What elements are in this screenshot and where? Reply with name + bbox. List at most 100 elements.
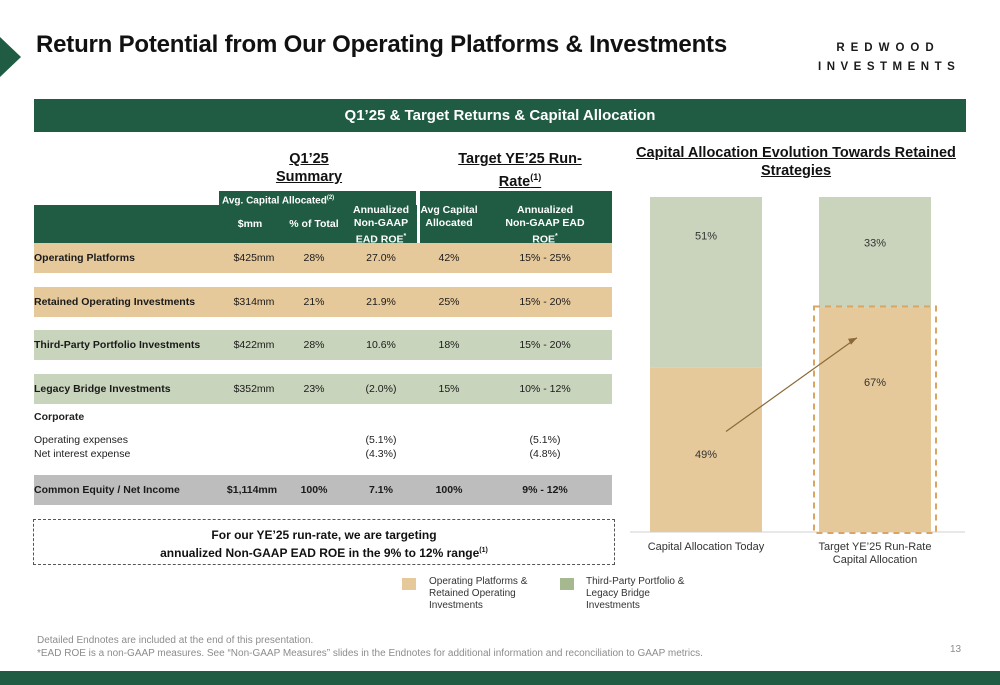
col-target-roe-text: Annualized Non-GAAP EAD ROE	[505, 204, 585, 246]
legend-label-thirdparty: Third-Party Portfolio & Legacy Bridge In…	[586, 576, 684, 612]
allocation-chart-svg: 49% 67% 51% 33% Capital Allocation Today Targ…	[630, 197, 965, 566]
legend-swatch-thirdparty	[560, 578, 574, 590]
value-label: 49%	[695, 449, 717, 461]
table-row: Legacy Bridge Investments $352mm 23% (2.…	[34, 374, 612, 404]
row-roe: 27.0%	[366, 252, 396, 264]
row-name: Common Equity / Net Income	[34, 484, 180, 496]
interest-roe: (4.3%)	[365, 448, 397, 460]
row-mm: $314mm	[233, 296, 275, 308]
table-row: Operating Platforms $425mm 28% 27.0% 42%…	[34, 243, 612, 273]
note-line2-wrap: annualized Non-GAAP EAD ROE in the 9% to…	[34, 543, 614, 561]
page-title: Return Potential from Our Operating Plat…	[36, 31, 727, 58]
footnote-endnotes: Detailed Endnotes are included at the en…	[37, 635, 314, 646]
row-avg: 25%	[438, 296, 460, 308]
note-sup: (1)	[479, 547, 488, 554]
legend-op-l2: Retained Operating	[429, 588, 516, 599]
row-target: 15% - 20%	[519, 339, 571, 351]
section-banner: Q1’25 & Target Returns & Capital Allocat…	[34, 99, 966, 132]
row-target: 15% - 20%	[519, 296, 571, 308]
allocation-chart: 49% 67% 51% 33% Capital Allocation Today Targ…	[620, 185, 980, 585]
col-target-asterisk: *	[555, 233, 558, 240]
chevron-marker-icon	[0, 37, 21, 77]
col-asterisk: *	[403, 233, 407, 240]
row-mm: $422mm	[233, 339, 275, 351]
col-annualized-roe: Annualized Non-GAAP EAD ROE*	[346, 204, 416, 247]
table-row: Retained Operating Investments $314mm 21…	[34, 287, 612, 317]
row-roe: (2.0%)	[365, 383, 397, 395]
row-name: Retained Operating Investments	[34, 296, 196, 308]
row-mm: $1,114mm	[226, 484, 278, 496]
legend-label-operating: Operating Platforms & Retained Operating…	[429, 576, 527, 612]
row-pct: 28%	[303, 252, 325, 264]
corporate-label: Corporate	[34, 411, 85, 423]
bar-operating	[650, 367, 762, 532]
target-highlight-box	[813, 305, 937, 534]
row-mm: $425mm	[233, 252, 275, 264]
col-annualized-roe-text: Annualized Non-GAAP EAD ROE	[352, 204, 409, 246]
row-name: Operating Platforms	[34, 252, 135, 264]
row-avg: 42%	[438, 252, 460, 264]
row-roe: 7.1%	[369, 484, 393, 496]
target-note: For our YE’25 run-rate, we are targeting…	[33, 519, 615, 565]
opex-label: Operating expenses	[34, 434, 128, 446]
bar-thirdparty	[650, 197, 762, 368]
interest-target: (4.8%)	[529, 448, 561, 460]
bar-operating	[819, 307, 931, 532]
note-line2: annualized Non-GAAP EAD ROE in the 9% to…	[160, 546, 480, 560]
interest-label: Net interest expense	[34, 448, 131, 460]
logo-line2: INVESTMENTS	[818, 61, 961, 73]
chart-title: Capital Allocation Evolution Towards Ret…	[636, 145, 956, 179]
row-pct: 23%	[303, 383, 325, 395]
legend-op-l3: Investments	[429, 600, 483, 611]
value-label: 67%	[864, 377, 886, 389]
total-row: Common Equity / Net Income $1,114mm 100%…	[34, 475, 612, 505]
legend-swatch-operating	[402, 578, 416, 590]
opex-roe: (5.1%)	[365, 434, 397, 446]
avg-capital-label: Avg. Capital Allocated(2)	[219, 191, 416, 207]
target-heading-sup: (1)	[530, 172, 542, 182]
avg-capital-text: Avg. Capital Allocated	[222, 195, 327, 207]
col-avg-capital: Avg Capital Allocated	[420, 204, 478, 229]
value-label: 33%	[864, 238, 886, 250]
logo-line1: REDWOOD	[836, 42, 940, 54]
legend-tp-l2: Legacy Bridge	[586, 588, 650, 599]
row-mm: $352mm	[233, 383, 275, 395]
row-name: Third-Party Portfolio Investments	[34, 339, 201, 351]
col-mm: $mm	[237, 218, 263, 230]
legend-tp-l3: Investments	[586, 600, 640, 611]
category-label: Target YE’25 Run-Rate Capital Allocation	[819, 541, 932, 566]
row-target: 10% - 12%	[519, 383, 571, 395]
row-name: Legacy Bridge Investments	[34, 383, 171, 395]
col-pct-total: % of Total	[289, 218, 339, 230]
target-heading-text: Target YE’25 Run-Rate	[458, 151, 582, 190]
row-roe: 21.9%	[366, 296, 396, 308]
note-line1: For our YE’25 run-rate, we are targeting	[211, 528, 437, 542]
row-avg: 100%	[435, 484, 463, 496]
target-runrate-heading: Target YE’25 Run-Rate(1)	[440, 150, 600, 191]
legend-op-l1: Operating Platforms &	[429, 576, 528, 587]
page-number: 13	[950, 644, 962, 655]
row-pct: 21%	[303, 296, 325, 308]
category-label: Capital Allocation Today	[648, 541, 765, 553]
row-target: 9% - 12%	[522, 484, 568, 496]
value-label: 51%	[695, 231, 717, 243]
row-roe: 10.6%	[366, 339, 396, 351]
table-row: Third-Party Portfolio Investments $422mm…	[34, 330, 612, 360]
bottom-bar	[0, 671, 1000, 685]
redwood-logo: REDWOOD INVESTMENTS	[818, 42, 958, 73]
row-target: 15% - 25%	[519, 252, 571, 264]
q1-summary-heading: Q1’25 Summary	[275, 151, 343, 185]
row-pct: 28%	[303, 339, 325, 351]
header-divider	[417, 191, 420, 243]
avg-capital-sup: (2)	[326, 195, 335, 201]
table-header-target	[420, 191, 612, 243]
bar-thirdparty	[819, 197, 931, 308]
growth-arrow-head-icon	[848, 337, 857, 345]
row-pct: 100%	[300, 484, 328, 496]
footnote-nongaap: *EAD ROE is a non-GAAP measures. See “No…	[37, 648, 703, 659]
growth-arrow-line	[725, 337, 858, 432]
col-target-roe: Annualized Non-GAAP EAD ROE*	[505, 204, 585, 247]
opex-target: (5.1%)	[529, 434, 561, 446]
row-avg: 15%	[438, 383, 460, 395]
row-avg: 18%	[438, 339, 460, 351]
